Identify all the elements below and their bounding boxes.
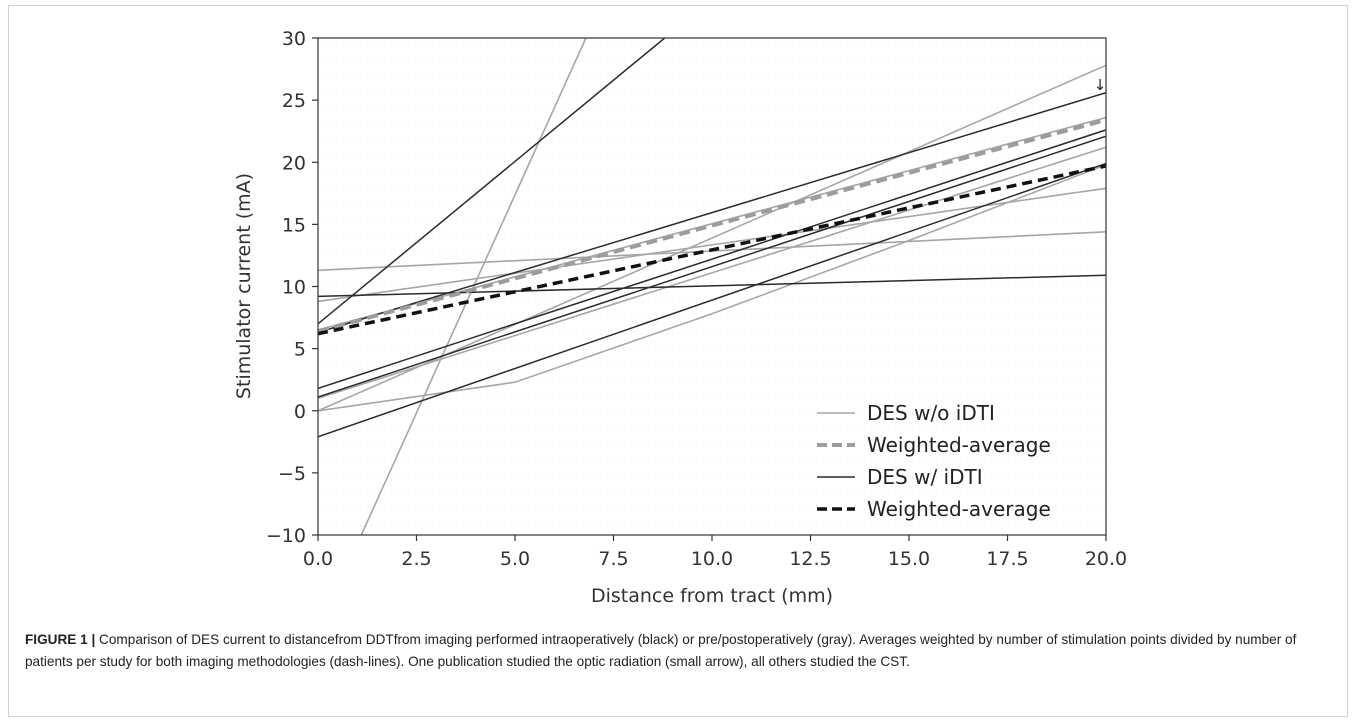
series-layer	[318, 38, 1106, 535]
x-tick-label: 12.5	[789, 548, 831, 570]
tick-layer: 0.0 2.5 5.0 7.5 10.0 12.5 15.0 17.5 20.0 −10 −5 0 5 1…	[266, 28, 1127, 570]
legend-label: DES w/o iDTI	[867, 401, 995, 425]
figure-caption: FIGURE 1 | Comparison of DES current to …	[25, 629, 1335, 673]
series-line-des-with-idti	[318, 38, 666, 325]
y-tick-label: −10	[266, 525, 306, 547]
y-tick-label: 10	[282, 277, 306, 299]
x-tick-label: 17.5	[986, 548, 1028, 570]
series-line-des-without-idti	[360, 38, 587, 535]
y-tick-label: 30	[282, 28, 306, 50]
series-line-des-with-idti	[318, 274, 1106, 298]
weighted-average-line-with-idti	[318, 164, 1106, 336]
y-tick-label: 5	[294, 339, 306, 361]
y-tick-label: 20	[282, 152, 306, 174]
x-tick-label: 7.5	[598, 548, 628, 570]
y-tick-label: −5	[278, 463, 306, 485]
legend-label: Weighted-average	[867, 497, 1051, 521]
legend: DES w/o iDTI Weighted-average DES w/ iDTI W…	[817, 401, 1051, 521]
x-axis-label: Distance from tract (mm)	[591, 585, 833, 607]
y-axis-label: Stimulator current (mA)	[233, 173, 255, 399]
y-tick-label: 25	[282, 90, 306, 112]
x-tick-label: 5.0	[500, 548, 530, 570]
legend-label: Weighted-average	[867, 433, 1051, 457]
series-line-des-with-idti	[318, 135, 1106, 398]
series-line-des-with-idti	[318, 91, 1106, 334]
y-tick-label: 0	[294, 401, 306, 423]
series-line-des-without-idti	[318, 163, 1106, 412]
series-line-des-with-idti	[318, 129, 1106, 390]
figure-label: FIGURE 1 |	[25, 632, 96, 647]
y-tick-label: 15	[282, 214, 306, 236]
x-tick-label: 2.5	[401, 548, 431, 570]
series-line-des-with-idti	[318, 162, 1106, 438]
caption-text: Comparison of DES current to distancefro…	[25, 632, 1297, 669]
series-line-des-without-idti	[318, 187, 1106, 303]
x-tick-label: 15.0	[888, 548, 930, 570]
figure-frame	[8, 5, 1348, 717]
series-line-des-without-idti	[318, 146, 1106, 400]
line-chart: 0.0 2.5 5.0 7.5 10.0 12.5 15.0 17.5 20.0 −10 −5 0 5 1…	[233, 28, 1127, 607]
optic-radiation-arrow: ↓	[1094, 76, 1107, 94]
x-tick-label: 20.0	[1085, 548, 1127, 570]
x-tick-label: 10.0	[691, 548, 733, 570]
x-tick-label: 0.0	[303, 548, 333, 570]
legend-label: DES w/ iDTI	[867, 465, 983, 489]
